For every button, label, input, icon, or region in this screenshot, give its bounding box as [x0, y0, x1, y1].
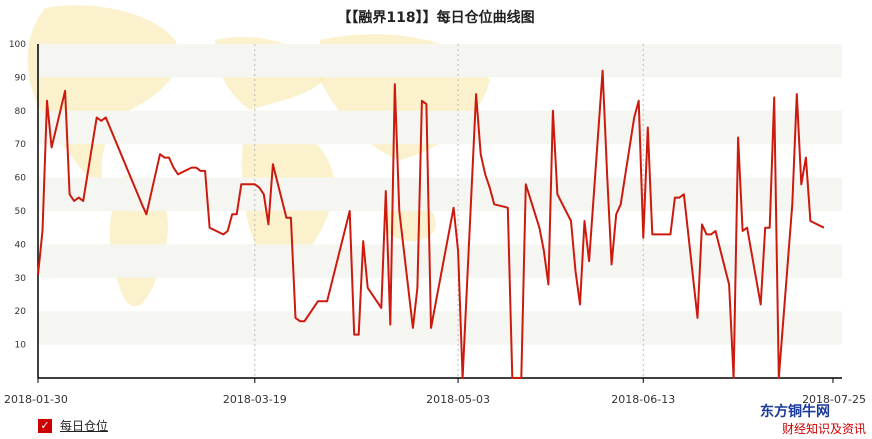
- y-tick-label: 60: [15, 174, 27, 184]
- y-tick-label: 30: [15, 274, 27, 284]
- axes: [37, 44, 842, 379]
- y-tick-label: 80: [15, 107, 27, 117]
- x-tick-label: 2018-07-25: [802, 393, 866, 406]
- x-tick-label: 2018-03-19: [223, 393, 287, 406]
- series-line-daily-position: [37, 69, 825, 379]
- y-tick-label: 50: [15, 207, 27, 217]
- y-tick-label: 10: [15, 341, 27, 351]
- grid-band: [38, 177, 842, 211]
- checkbox-checked-icon[interactable]: ✓: [38, 418, 52, 433]
- y-tick-label: 90: [15, 73, 27, 83]
- brand-slogan: 财经知识及资讯: [781, 422, 866, 436]
- x-tick-label: 2018-05-03: [426, 393, 490, 406]
- grid-band: [38, 44, 842, 78]
- x-tick-label: 2018-01-30: [4, 393, 68, 406]
- y-tick-label: 40: [15, 240, 27, 250]
- grid-band: [38, 244, 842, 278]
- y-tick-label: 70: [15, 140, 27, 150]
- map-landmass-0: [27, 5, 179, 190]
- x-tick-label: 2018-06-13: [611, 393, 675, 406]
- brand-name: 东方铜牛网: [760, 404, 830, 420]
- legend-item-daily-position[interactable]: ✓ 每日仓位: [38, 417, 108, 434]
- legend-label[interactable]: 每日仓位: [60, 419, 109, 433]
- y-tick-label: 100: [9, 40, 26, 50]
- grid-bands: [38, 44, 842, 345]
- chart-title: 【【融界118】】每日仓位曲线图: [337, 9, 534, 26]
- y-tick-labels: 10 20 30 40 50 60 70 80 90 100: [9, 40, 26, 351]
- y-tick-label: 20: [15, 307, 27, 317]
- grid-band: [38, 110, 842, 145]
- x-tick-labels: 2018-01-30 2018-03-19 2018-05-03 2018-06-13…: [4, 378, 866, 406]
- grid-band: [38, 311, 842, 345]
